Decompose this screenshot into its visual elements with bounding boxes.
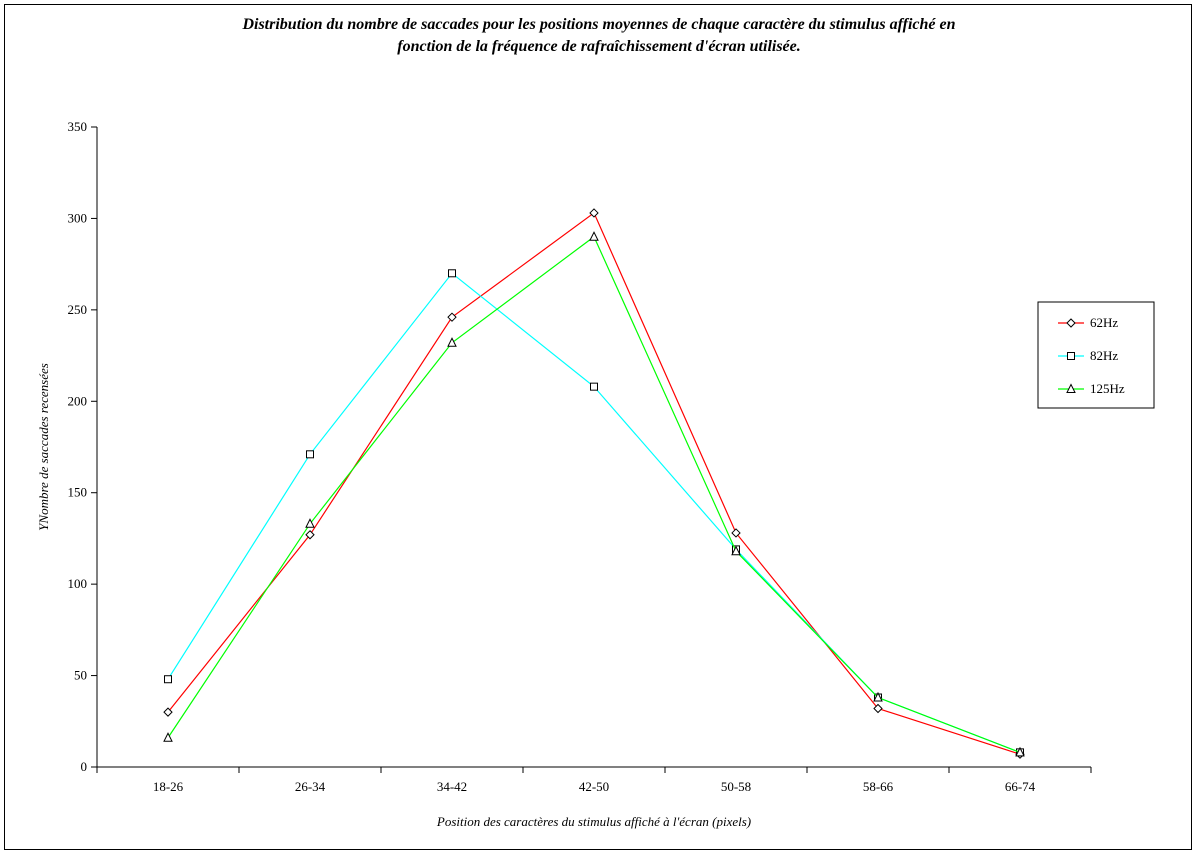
y-tick-label: 350 <box>68 119 88 134</box>
y-tick-label: 150 <box>68 485 88 500</box>
y-tick-label: 200 <box>68 393 88 408</box>
legend-marker <box>1067 352 1075 360</box>
x-tick-label: 42-50 <box>579 779 609 794</box>
x-tick-label: 26-34 <box>295 779 326 794</box>
chart-frame <box>4 4 1192 850</box>
data-point <box>163 707 173 717</box>
legend-label: 62Hz <box>1090 315 1118 330</box>
y-tick-label: 50 <box>74 668 87 683</box>
data-point <box>448 269 456 278</box>
legend-marker <box>1066 318 1076 328</box>
y-tick-label: 300 <box>68 210 88 225</box>
x-tick-label: 58-66 <box>863 779 894 794</box>
data-point <box>305 518 315 528</box>
y-tick-label: 0 <box>81 759 88 774</box>
data-point <box>589 208 599 218</box>
data-point <box>590 382 598 391</box>
series-82hz <box>164 269 1024 757</box>
data-point <box>164 675 172 684</box>
legend-box <box>1037 301 1155 409</box>
data-point <box>447 337 457 347</box>
data-point <box>731 545 741 556</box>
legend-marker <box>1066 383 1076 393</box>
chart-title-line-1: Distribution du nombre de saccades pour … <box>242 16 956 33</box>
data-point <box>589 231 599 241</box>
series-line <box>167 272 1021 753</box>
y-tick-label: 100 <box>68 576 88 591</box>
x-tick-label: 18-26 <box>153 779 184 794</box>
series-layer <box>163 208 1025 759</box>
legend: 62Hz 82Hz 125Hz <box>1037 301 1155 409</box>
legend-item: 125Hz <box>1058 381 1125 396</box>
data-point <box>305 530 315 540</box>
chart-title: Distribution du nombre de saccades pour … <box>0 14 1198 58</box>
x-tick-label: 50-58 <box>721 779 751 794</box>
legend-item: 62Hz <box>1058 315 1118 330</box>
axes: 0 50 100 150 200 250 300 350 18-26 26-34 34-42 42-5… <box>68 119 1092 794</box>
data-point <box>447 312 457 322</box>
legend-label: 82Hz <box>1090 348 1118 363</box>
series-62hz <box>163 208 1025 759</box>
x-axis-title: Position des caractères du stimulus affi… <box>436 814 751 829</box>
data-point <box>873 691 883 702</box>
legend-label: 125Hz <box>1090 381 1125 396</box>
series-line <box>167 212 1021 755</box>
legend-item: 82Hz <box>1058 348 1118 363</box>
data-point <box>873 703 883 714</box>
data-point <box>731 528 741 538</box>
x-tick-label: 34-42 <box>437 779 467 794</box>
chart-title-line-2: fonction de la fréquence de rafraîchisse… <box>397 38 801 55</box>
data-point <box>163 732 173 742</box>
data-point <box>306 450 314 459</box>
y-axis-title: YNombre de saccades recensées <box>36 363 51 531</box>
x-tick-label: 66-74 <box>1005 779 1036 794</box>
series-125hz <box>163 231 1025 757</box>
y-tick-label: 250 <box>68 302 88 317</box>
series-line <box>167 235 1021 753</box>
data-point <box>1015 746 1025 757</box>
